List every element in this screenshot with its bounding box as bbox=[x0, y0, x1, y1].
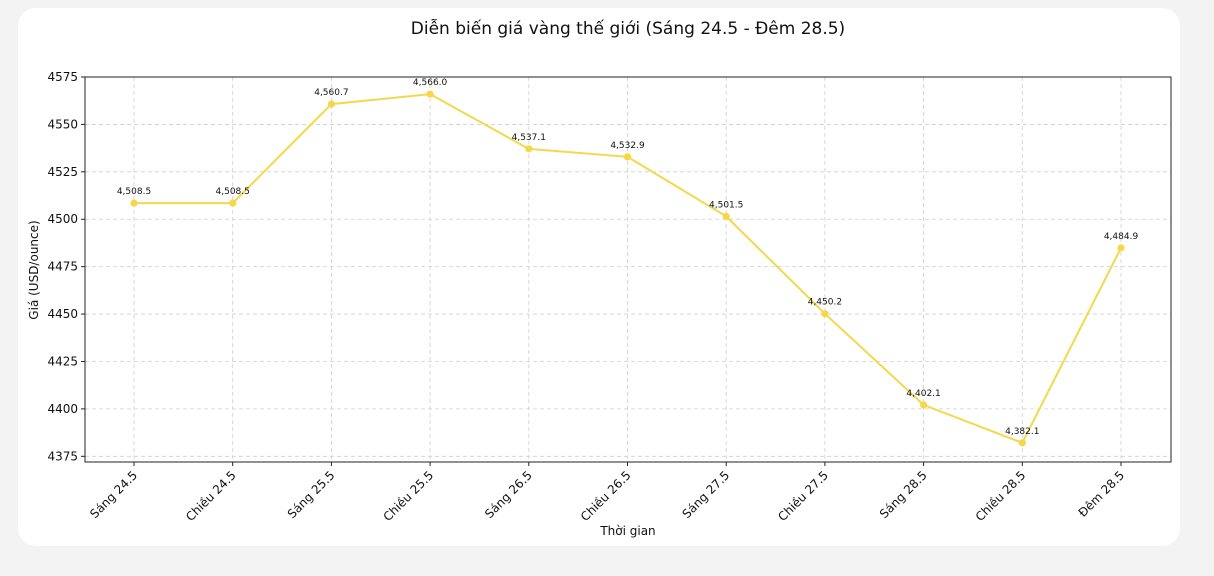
data-label: 4,537.1 bbox=[512, 133, 546, 143]
x-tick-label: Sáng 25.5 bbox=[285, 468, 338, 521]
data-point bbox=[426, 90, 434, 98]
y-tick-label: 4475 bbox=[47, 260, 78, 274]
y-tick-label: 4425 bbox=[47, 354, 78, 368]
y-tick-label: 4450 bbox=[47, 307, 78, 321]
plot-area-frame bbox=[84, 76, 1172, 463]
y-tick-label: 4550 bbox=[47, 117, 78, 131]
data-label: 4,484.9 bbox=[1104, 232, 1139, 242]
data-label: 4,508.5 bbox=[216, 187, 250, 197]
grid bbox=[85, 76, 1171, 462]
data-point bbox=[1117, 244, 1125, 252]
data-label: 4,566.0 bbox=[413, 78, 448, 88]
x-tick-label: Chiều 27.5 bbox=[775, 468, 831, 524]
data-labels: 4,508.5 4,508.5 4,560.7 4,566.0 4,537.1 4,532… bbox=[117, 78, 1139, 437]
data-point bbox=[722, 212, 730, 220]
data-point bbox=[130, 199, 138, 207]
data-label: 4,508.5 bbox=[117, 187, 151, 197]
y-tick-label: 4500 bbox=[47, 212, 78, 226]
x-tick-label: Chiều 26.5 bbox=[578, 468, 634, 524]
data-label: 4,450.2 bbox=[808, 298, 842, 308]
y-tick-label: 4400 bbox=[47, 402, 78, 416]
data-label: 4,402.1 bbox=[906, 389, 940, 399]
x-tick-label: Chiều 28.5 bbox=[973, 468, 1029, 524]
x-tick-label: Sáng 28.5 bbox=[877, 468, 930, 521]
x-tick-label: Chiều 25.5 bbox=[380, 468, 436, 524]
x-tick-label: Chiều 24.5 bbox=[183, 468, 239, 524]
series bbox=[130, 90, 1125, 447]
x-tick-label: Đêm 28.5 bbox=[1076, 468, 1128, 520]
y-tick-label: 4525 bbox=[47, 165, 78, 179]
x-tick-label: Sáng 24.5 bbox=[87, 468, 140, 521]
x-tick-label: Sáng 26.5 bbox=[482, 468, 535, 521]
data-label: 4,560.7 bbox=[314, 88, 348, 98]
data-point bbox=[229, 199, 237, 207]
x-axis-title: Thời gian bbox=[599, 524, 655, 538]
chart-title: Diễn biến giá vàng thế giới (Sáng 24.5 -… bbox=[411, 18, 845, 39]
data-point bbox=[327, 100, 335, 108]
data-label: 4,532.9 bbox=[610, 141, 645, 151]
y-tick-label: 4575 bbox=[47, 70, 78, 84]
y-axis-title: Giá (USD/ounce) bbox=[27, 220, 41, 319]
y-axis: 4375 4400 4425 4450 4475 4500 4525 4550 4575 bbox=[47, 70, 85, 463]
data-label: 4,382.1 bbox=[1005, 427, 1039, 437]
x-axis: Sáng 24.5 Chiều 24.5 Sáng 25.5 Chiều 25.5 Sá… bbox=[87, 462, 1127, 524]
data-label: 4,501.5 bbox=[709, 200, 743, 210]
data-point bbox=[920, 401, 928, 409]
data-point bbox=[1018, 439, 1026, 447]
data-point bbox=[623, 153, 632, 161]
x-tick-label: Sáng 27.5 bbox=[679, 468, 732, 521]
data-point bbox=[525, 145, 533, 153]
y-tick-label: 4375 bbox=[47, 449, 78, 463]
data-point bbox=[821, 310, 829, 318]
